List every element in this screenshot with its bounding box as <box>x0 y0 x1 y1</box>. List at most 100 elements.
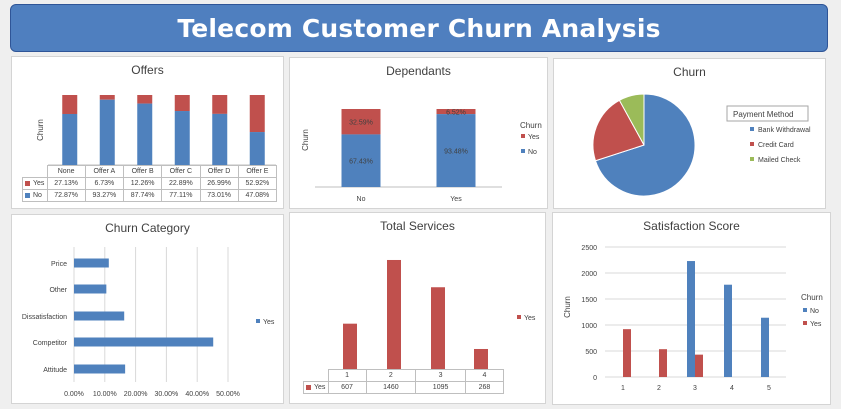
offers-table-value: 27.13% <box>46 177 86 190</box>
churn-category-title: Churn Category <box>105 221 190 235</box>
total-services-chart: Yes <box>343 259 536 369</box>
dependants-legend-swatch <box>521 149 525 153</box>
churn-pie-title: Churn <box>673 65 706 79</box>
offers-chart: Churn <box>36 95 276 166</box>
churn-pie-legend-label: Bank Withdrawal <box>758 127 811 134</box>
offers-chart-title: Offers <box>131 63 164 77</box>
dependants-x-tick-label: Yes <box>450 196 462 203</box>
dependants-data-label-yes: 32.59% <box>349 120 373 127</box>
services-table-value: 1460 <box>365 381 417 394</box>
offers-table-series-name: Yes <box>22 177 48 190</box>
churn-pie-legend-swatch <box>750 157 754 161</box>
dependants-bar-no <box>436 114 476 187</box>
offers-table-value: 93.27% <box>84 189 125 202</box>
satisfaction-bar-no <box>687 261 695 377</box>
satisfaction-bar-yes <box>659 349 667 377</box>
services-table-category: 4 <box>464 369 505 382</box>
dependants-data-label-no: 93.48% <box>444 149 468 156</box>
category-bar <box>74 364 126 374</box>
satisfaction-score-title: Satisfaction Score <box>643 219 740 233</box>
services-bar <box>474 348 488 369</box>
offers-table-category: Offer B <box>122 165 163 178</box>
dependants-chart-panel: Dependants Churn 32.59% 67.43% No 6.52% 93.48… <box>289 57 548 209</box>
dependants-chart-title: Dependants <box>386 64 451 78</box>
satisfaction-bar-yes <box>695 354 703 377</box>
dependants-bar-yes <box>436 109 476 115</box>
offers-table-value: 52.92% <box>237 177 278 190</box>
churn-category-chart: 0.00% 10.00% 20.00% 30.00% 40.00% 50.00% Price… <box>22 247 275 398</box>
category-x-tick-label: 20.00% <box>124 391 148 398</box>
services-legend-label: Yes <box>524 315 536 322</box>
satisfaction-y-tick-label: 1000 <box>581 323 597 330</box>
satisfaction-x-tick-label: 2 <box>657 385 661 392</box>
offers-table-value: 12.26% <box>122 177 163 190</box>
satisfaction-bar-no <box>761 317 769 377</box>
services-table-value: 1095 <box>415 381 466 394</box>
satisfaction-legend-label: No <box>810 308 819 315</box>
offers-y-axis-label: Churn <box>36 119 45 141</box>
offers-bar-no <box>212 113 228 165</box>
satisfaction-y-tick-label: 2000 <box>581 271 597 278</box>
churn-pie-legend-label: Mailed Check <box>758 157 801 164</box>
services-table-corner <box>304 370 329 382</box>
offers-table-category: Offer C <box>161 165 201 178</box>
category-bar <box>74 337 214 347</box>
category-legend-swatch <box>256 319 260 323</box>
churn-pie-panel: Churn Payment Method Bank Withdrawal Credi… <box>553 58 826 209</box>
category-legend-label: Yes <box>263 319 275 326</box>
offers-table-series-name: No <box>22 189 48 202</box>
category-y-tick-label: Competitor <box>33 340 68 347</box>
dashboard-banner: Telecom Customer Churn Analysis <box>10 4 828 52</box>
category-x-tick-label: 10.00% <box>93 391 117 398</box>
dashboard-title: Telecom Customer Churn Analysis <box>177 13 661 43</box>
offers-data-table: None Offer A Offer B Offer C Offer D Offer E Y… <box>22 165 278 202</box>
offers-chart-panel: Offers Churn None Offer A Offer B Offer C Of… <box>11 56 284 209</box>
offers-table-corner <box>23 166 48 178</box>
offers-table-category: Offer D <box>199 165 239 178</box>
dependants-y-axis-label: Churn <box>301 129 310 151</box>
dependants-chart: Churn 32.59% 67.43% No 6.52% 93.48% Yes Churn Ye… <box>301 109 542 203</box>
category-x-tick-label: 0.00% <box>64 391 84 398</box>
category-x-tick-label: 30.00% <box>155 391 179 398</box>
dependants-bar-no <box>341 134 381 187</box>
total-services-data-table: 1 2 3 4 Yes 607 1460 1095 268 <box>303 369 505 394</box>
category-y-tick-label: Dissatisfaction <box>22 314 67 321</box>
offers-table-value: 77.11% <box>161 189 201 202</box>
offers-bar-no <box>99 99 115 165</box>
satisfaction-y-axis-label: Churn <box>563 296 572 318</box>
churn-category-panel: Churn Category 0.00% 10.00% 20.00% 30.00% 40… <box>11 214 284 404</box>
category-y-tick-label: Other <box>49 287 67 294</box>
satisfaction-score-panel: Satisfaction Score 0 500 1000 1500 2000 2500 C… <box>552 212 831 405</box>
offers-table-value: 72.87% <box>46 189 86 202</box>
dependants-x-tick-label: No <box>357 196 366 203</box>
offers-table-value: 47.08% <box>237 189 278 202</box>
offers-bar-no <box>137 103 153 165</box>
dependants-data-label-yes: 6.52% <box>446 110 466 117</box>
offers-bar-yes <box>99 95 115 100</box>
services-bar <box>431 287 445 369</box>
services-table-value: 268 <box>464 381 505 394</box>
churn-pie-chart: Payment Method Bank Withdrawal Credit Card… <box>592 93 811 197</box>
satisfaction-legend-title: Churn <box>801 293 823 302</box>
satisfaction-x-tick-label: 1 <box>621 385 625 392</box>
churn-pie-legend-label: Credit Card <box>758 142 794 149</box>
services-bar <box>343 323 357 369</box>
offers-table-category: Offer A <box>84 165 125 178</box>
churn-pie-slice <box>592 99 645 162</box>
churn-pie-legend-title: Payment Method <box>733 110 793 119</box>
services-table-series-name: Yes <box>303 381 329 394</box>
churn-pie-slice <box>618 93 645 146</box>
services-legend-swatch <box>517 315 521 319</box>
dependants-legend-label: Yes <box>528 134 540 141</box>
offers-table-category: None <box>46 165 86 178</box>
services-bar <box>387 259 401 369</box>
offers-table-value: 22.89% <box>161 177 201 190</box>
satisfaction-bar-yes <box>623 329 631 377</box>
offers-bar-no <box>62 113 78 165</box>
satisfaction-x-tick-label: 5 <box>767 385 771 392</box>
category-y-tick-label: Attitude <box>43 367 67 374</box>
offers-table-value: 73.01% <box>199 189 239 202</box>
satisfaction-y-tick-label: 500 <box>585 349 597 356</box>
category-y-tick-label: Price <box>51 261 67 268</box>
satisfaction-legend-label: Yes <box>810 321 822 328</box>
